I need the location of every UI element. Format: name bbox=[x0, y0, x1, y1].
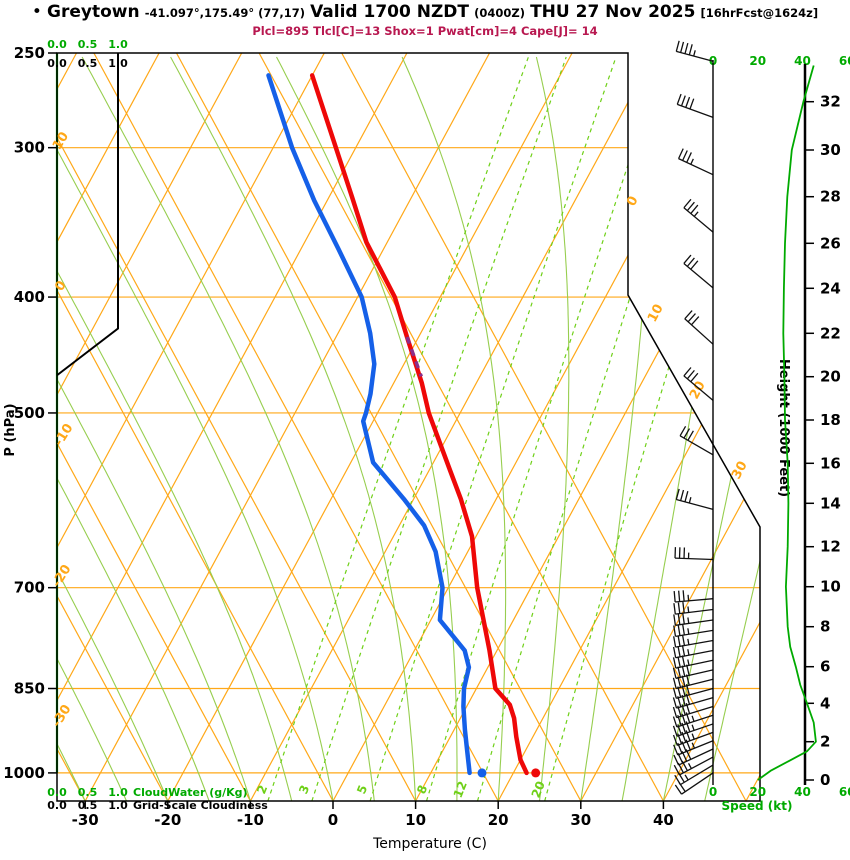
svg-text:10: 10 bbox=[645, 302, 667, 325]
svg-text:CloudWater (g/Kg): CloudWater (g/Kg) bbox=[133, 786, 248, 799]
svg-text:28: 28 bbox=[820, 188, 841, 206]
svg-text:0: 0 bbox=[52, 278, 70, 294]
plot-frame bbox=[56, 52, 761, 802]
svg-text:20: 20 bbox=[749, 54, 766, 68]
temperature-curve bbox=[309, 73, 529, 776]
svg-text:700: 700 bbox=[14, 579, 45, 597]
forecast-tag: [16hrFcst@1624z] bbox=[700, 6, 819, 20]
svg-text:20: 20 bbox=[529, 779, 548, 800]
svg-text:P (hPa): P (hPa) bbox=[3, 403, 18, 456]
svg-text:0.5: 0.5 bbox=[78, 57, 98, 70]
svg-text:32: 32 bbox=[820, 93, 841, 111]
svg-text:-10: -10 bbox=[51, 421, 76, 449]
svg-text:8: 8 bbox=[820, 618, 830, 636]
svg-text:400: 400 bbox=[14, 288, 45, 306]
svg-text:-20: -20 bbox=[154, 811, 181, 829]
svg-text:5: 5 bbox=[354, 783, 370, 796]
valid-date: THU 27 Nov 2025 bbox=[530, 2, 696, 22]
speed-panel bbox=[712, 60, 814, 785]
svg-text:6: 6 bbox=[820, 658, 830, 676]
svg-text:0: 0 bbox=[709, 785, 717, 799]
svg-text:10: 10 bbox=[50, 129, 72, 152]
svg-text:26: 26 bbox=[820, 234, 841, 252]
svg-text:2: 2 bbox=[820, 733, 830, 751]
wind-barbs bbox=[672, 40, 714, 795]
svg-text:1.0: 1.0 bbox=[108, 799, 128, 812]
svg-text:0.0: 0.0 bbox=[47, 799, 67, 812]
svg-text:20: 20 bbox=[749, 785, 766, 799]
skewt-grid bbox=[57, 53, 760, 801]
svg-text:20: 20 bbox=[820, 368, 841, 386]
surface-temperature-dot bbox=[531, 768, 541, 778]
svg-text:-30: -30 bbox=[72, 811, 99, 829]
dewpoint-curve bbox=[266, 73, 472, 776]
svg-text:0: 0 bbox=[328, 811, 338, 829]
svg-text:40: 40 bbox=[794, 785, 811, 799]
svg-text:0.0: 0.0 bbox=[47, 38, 67, 51]
chart-title: • Greytown -41.097°,175.49° (77,17) Vali… bbox=[0, 2, 850, 22]
svg-text:0.5: 0.5 bbox=[78, 799, 98, 812]
svg-text:1.0: 1.0 bbox=[108, 786, 128, 799]
svg-text:-20: -20 bbox=[49, 562, 74, 590]
svg-text:3: 3 bbox=[296, 783, 312, 796]
surface-markers bbox=[477, 768, 541, 778]
svg-text:12: 12 bbox=[820, 538, 841, 556]
svg-text:1000: 1000 bbox=[3, 764, 45, 782]
svg-text:500: 500 bbox=[14, 404, 45, 422]
svg-text:Temperature (C): Temperature (C) bbox=[372, 836, 487, 852]
svg-text:10: 10 bbox=[820, 578, 841, 596]
svg-text:16: 16 bbox=[820, 454, 841, 472]
svg-text:0: 0 bbox=[624, 194, 641, 209]
svg-text:-10: -10 bbox=[237, 811, 264, 829]
svg-text:40: 40 bbox=[794, 54, 811, 68]
svg-text:60: 60 bbox=[839, 785, 850, 799]
station-name: Greytown bbox=[47, 2, 140, 22]
svg-text:12: 12 bbox=[451, 779, 470, 800]
svg-text:2: 2 bbox=[254, 783, 270, 796]
svg-text:Speed (kt): Speed (kt) bbox=[722, 799, 793, 813]
svg-text:4: 4 bbox=[820, 694, 830, 712]
svg-text:0.5: 0.5 bbox=[78, 38, 98, 51]
svg-text:Grid-Scale Cloudiness: Grid-Scale Cloudiness bbox=[133, 799, 268, 812]
svg-text:0: 0 bbox=[820, 771, 830, 789]
svg-text:14: 14 bbox=[820, 494, 841, 512]
surface-dewpoint-dot bbox=[477, 768, 487, 778]
svg-text:250: 250 bbox=[14, 44, 45, 62]
svg-text:10: 10 bbox=[405, 811, 426, 829]
svg-text:-30: -30 bbox=[49, 702, 74, 730]
svg-text:24: 24 bbox=[820, 279, 841, 297]
svg-text:1.0: 1.0 bbox=[108, 38, 128, 51]
svg-text:0.0: 0.0 bbox=[47, 57, 67, 70]
parcel-path bbox=[405, 336, 423, 377]
valid-time-z: (0400Z) bbox=[474, 6, 525, 20]
svg-text:8: 8 bbox=[414, 783, 430, 796]
svg-text:0.5: 0.5 bbox=[78, 786, 98, 799]
svg-text:850: 850 bbox=[14, 680, 45, 698]
svg-text:20: 20 bbox=[687, 379, 709, 402]
svg-text:18: 18 bbox=[820, 411, 841, 429]
svg-text:20: 20 bbox=[488, 811, 509, 829]
svg-text:60: 60 bbox=[839, 54, 850, 68]
cloudiness-profile bbox=[56, 53, 119, 377]
speed-profile bbox=[757, 65, 817, 781]
svg-text:1.0: 1.0 bbox=[108, 57, 128, 70]
svg-text:300: 300 bbox=[14, 139, 45, 157]
svg-text:40: 40 bbox=[653, 811, 674, 829]
sounding-parameters: Plcl=895 Tlcl[C]=13 Shox=1 Pwat[cm]=4 Ca… bbox=[252, 24, 598, 38]
station-bullet: • bbox=[31, 2, 42, 22]
svg-text:0.0: 0.0 bbox=[47, 786, 67, 799]
svg-text:30: 30 bbox=[820, 141, 841, 159]
svg-text:30: 30 bbox=[570, 811, 591, 829]
station-coords: -41.097°,175.49° (77,17) bbox=[144, 6, 305, 20]
svg-text:22: 22 bbox=[820, 324, 841, 342]
valid-time: Valid 1700 NZDT bbox=[310, 2, 470, 22]
